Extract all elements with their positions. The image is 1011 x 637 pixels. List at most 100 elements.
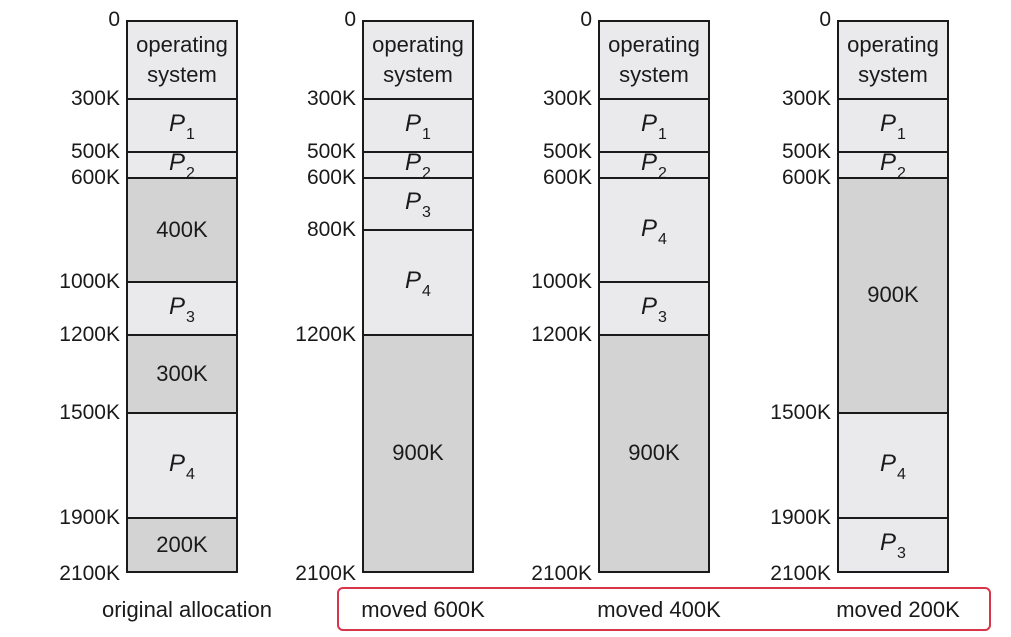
address-label: 1200K	[59, 322, 120, 346]
process-letter: P	[169, 449, 186, 477]
address-label: 800K	[306, 218, 356, 242]
process-number: 4	[897, 465, 906, 483]
memory-box: operating system P1 P2 400K P3 300K P4 200K	[126, 20, 238, 573]
address-label: 500K	[70, 139, 120, 163]
process-label: P2	[169, 148, 195, 183]
address-label: 300K	[542, 87, 592, 111]
process-segment: P2	[364, 149, 472, 182]
address-label: 500K	[306, 139, 356, 163]
address-label: 0	[580, 8, 592, 31]
process-number: 4	[422, 282, 431, 300]
process-segment: P3	[839, 519, 947, 571]
process-segment: P1	[128, 100, 236, 153]
hole-size-label: 900K	[628, 440, 680, 466]
process-label: P1	[880, 109, 906, 144]
address-label: 500K	[781, 139, 831, 163]
process-letter: P	[641, 149, 658, 177]
process-label: P2	[880, 148, 906, 182]
address-label: 2100K	[59, 562, 120, 585]
process-letter: P	[405, 188, 422, 216]
process-segment: P3	[600, 283, 708, 336]
process-label: P1	[169, 109, 195, 144]
address-label: 1000K	[531, 270, 592, 294]
process-segment: P4	[364, 231, 472, 336]
process-segment: P2	[600, 149, 708, 183]
hole-size-label: 900K	[392, 440, 444, 466]
process-number: 3	[186, 309, 195, 327]
address-label: 500K	[542, 139, 592, 163]
process-letter: P	[641, 214, 658, 242]
process-label: P3	[405, 187, 431, 221]
process-letter: P	[641, 110, 658, 138]
address-label: 1900K	[770, 505, 831, 529]
process-segment: P1	[839, 100, 947, 153]
free-hole-segment: 900K	[839, 178, 947, 415]
os-segment: operating system	[600, 22, 708, 101]
process-segment: P1	[600, 100, 708, 153]
process-label: P2	[405, 148, 431, 183]
address-label: 1500K	[59, 401, 120, 425]
address-label: 2100K	[295, 562, 356, 585]
process-letter: P	[169, 149, 186, 177]
os-label: operating system	[847, 32, 939, 88]
process-segment: P2	[839, 149, 947, 182]
diagram-caption: moved 400K	[597, 597, 721, 622]
process-letter: P	[641, 293, 658, 321]
process-segment: P3	[364, 179, 472, 232]
process-letter: P	[880, 449, 897, 477]
os-label: operating system	[136, 32, 228, 88]
address-label: 1200K	[295, 322, 356, 346]
diagram-caption: moved 200K	[836, 597, 960, 622]
hole-size-label: 400K	[156, 217, 208, 243]
os-segment: operating system	[128, 22, 236, 101]
address-label: 600K	[542, 165, 592, 189]
free-hole-segment: 300K	[128, 335, 236, 415]
process-letter: P	[880, 529, 897, 557]
free-hole-segment: 900K	[600, 335, 708, 571]
free-hole-segment: 900K	[364, 335, 472, 571]
hole-size-label: 300K	[156, 360, 208, 386]
process-number: 1	[186, 126, 195, 144]
process-number: 4	[658, 230, 667, 248]
memory-box: operating system P1 P2 P4 P3 900K	[598, 20, 710, 573]
process-letter: P	[169, 110, 186, 138]
moved-options-highlight	[337, 587, 991, 631]
address-label: 600K	[781, 165, 831, 189]
address-label: 1200K	[531, 322, 592, 346]
memory-box: operating system P1 P2 900K P4 P3	[837, 20, 949, 573]
process-letter: P	[880, 149, 897, 177]
free-hole-segment: 200K	[128, 518, 236, 571]
process-letter: P	[405, 149, 422, 177]
address-label: 1900K	[59, 505, 120, 529]
process-label: P4	[169, 449, 195, 483]
diagram-caption: moved 600K	[361, 597, 485, 622]
os-label: operating system	[372, 32, 464, 88]
process-number: 2	[186, 165, 195, 183]
hole-size-label: 900K	[867, 282, 919, 308]
os-segment: operating system	[364, 22, 472, 101]
process-label: P3	[641, 292, 667, 327]
process-segment: P4	[600, 179, 708, 284]
process-segment: P3	[128, 283, 236, 336]
process-letter: P	[405, 110, 422, 138]
process-number: 1	[897, 126, 906, 144]
process-number: 1	[422, 126, 431, 144]
process-number: 2	[658, 165, 667, 183]
process-label: P4	[405, 266, 431, 300]
address-label: 600K	[306, 165, 356, 189]
process-number: 3	[658, 309, 667, 327]
address-label: 300K	[781, 87, 831, 111]
os-label: operating system	[608, 32, 700, 88]
hole-size-label: 200K	[156, 531, 208, 557]
address-label: 0	[344, 8, 356, 31]
process-number: 3	[897, 545, 906, 563]
process-letter: P	[405, 266, 422, 294]
diagram-caption: original allocation	[102, 597, 272, 622]
process-letter: P	[880, 110, 897, 138]
process-label: P1	[641, 109, 667, 143]
process-segment: P4	[128, 414, 236, 519]
process-segment: P4	[839, 414, 947, 519]
address-label: 300K	[306, 87, 356, 111]
process-number: 2	[422, 165, 431, 183]
address-label: 0	[108, 8, 120, 31]
